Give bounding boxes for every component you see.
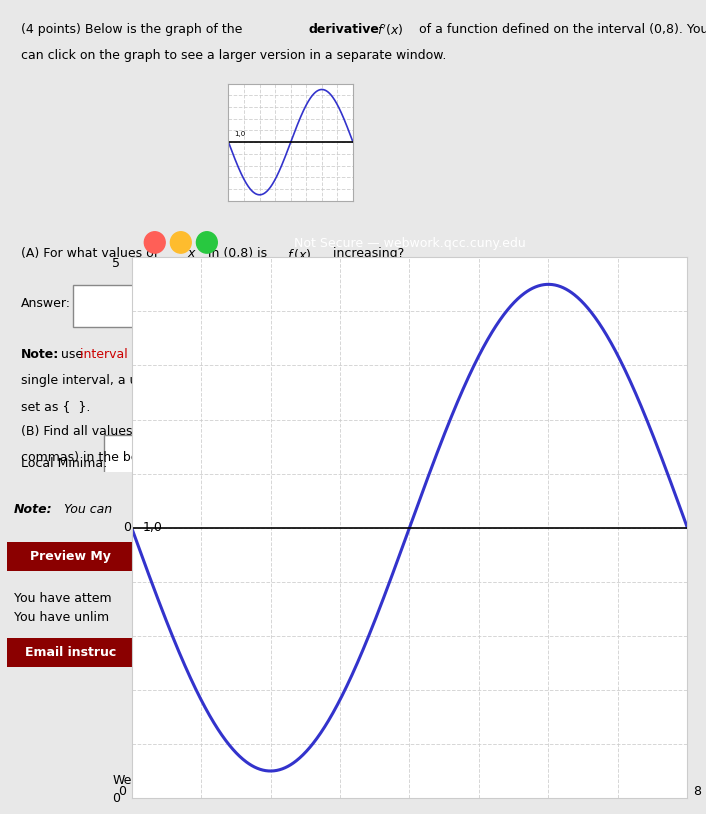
Text: $f'(x)$: $f'(x)$ bbox=[377, 23, 403, 38]
Text: commas) in the box below. If there are no local minima, enter: commas) in the box below. If there are n… bbox=[21, 451, 408, 464]
Text: Note:: Note: bbox=[14, 503, 53, 516]
Text: None.: None. bbox=[450, 451, 491, 464]
Text: (A) For what values of: (A) For what values of bbox=[21, 247, 162, 260]
FancyBboxPatch shape bbox=[7, 542, 134, 571]
Text: 1,0: 1,0 bbox=[143, 521, 162, 534]
Text: set as {  }.: set as { }. bbox=[21, 400, 90, 413]
Text: Not Secure — webwork.qcc.cuny.edu: Not Secure — webwork.qcc.cuny.edu bbox=[294, 237, 525, 250]
Circle shape bbox=[196, 232, 217, 253]
Text: 5: 5 bbox=[112, 257, 121, 270]
Text: (4 points) Below is the graph of the: (4 points) Below is the graph of the bbox=[21, 23, 246, 36]
Text: has a local minimum, and list them (separated by: has a local minimum, and list them (sepa… bbox=[346, 425, 663, 438]
Text: Note:: Note: bbox=[21, 348, 59, 361]
FancyBboxPatch shape bbox=[104, 435, 311, 475]
Text: $f\,(x)$: $f\,(x)$ bbox=[304, 425, 329, 440]
Text: Answer:: Answer: bbox=[21, 296, 71, 309]
Text: $f\,(x)$: $f\,(x)$ bbox=[287, 247, 312, 262]
Text: $x$: $x$ bbox=[176, 425, 186, 438]
Text: You can: You can bbox=[60, 503, 112, 516]
Circle shape bbox=[170, 232, 191, 253]
Text: (B) Find all values of: (B) Find all values of bbox=[21, 425, 152, 438]
Text: increasing?: increasing? bbox=[329, 247, 404, 260]
Text: single interval, a union of intervals, and if the function is never increasing, : single interval, a union of intervals, a… bbox=[21, 374, 648, 387]
Text: You have unlim: You have unlim bbox=[14, 610, 109, 624]
Text: use: use bbox=[57, 348, 87, 361]
Text: 0: 0 bbox=[118, 785, 126, 798]
Text: Email instruc: Email instruc bbox=[25, 646, 116, 659]
Text: 1,0: 1,0 bbox=[234, 131, 246, 138]
Text: in (0,8) is: in (0,8) is bbox=[204, 247, 271, 260]
Text: $x$: $x$ bbox=[187, 247, 197, 260]
Text: We: We bbox=[113, 773, 132, 786]
Text: interval notation: interval notation bbox=[80, 348, 184, 361]
Text: of a function defined on the interval (0,8). You: of a function defined on the interval (0… bbox=[415, 23, 706, 36]
Text: in (0,8) is where: in (0,8) is where bbox=[191, 425, 300, 438]
Text: can click on the graph to see a larger version in a separate window.: can click on the graph to see a larger v… bbox=[21, 49, 446, 62]
Text: 8: 8 bbox=[693, 785, 701, 798]
Text: You have attem: You have attem bbox=[14, 592, 112, 605]
Text: Preview My: Preview My bbox=[30, 550, 111, 563]
Circle shape bbox=[144, 232, 165, 253]
Text: derivative: derivative bbox=[308, 23, 379, 36]
Text: Local Minima:: Local Minima: bbox=[21, 457, 107, 470]
Text: 0: 0 bbox=[124, 521, 131, 534]
FancyBboxPatch shape bbox=[7, 638, 134, 667]
Text: to report your answer. Click on the link for details, but you can enter a: to report your answer. Click on the link… bbox=[189, 348, 634, 361]
FancyBboxPatch shape bbox=[73, 285, 280, 327]
Text: 0: 0 bbox=[112, 791, 121, 804]
